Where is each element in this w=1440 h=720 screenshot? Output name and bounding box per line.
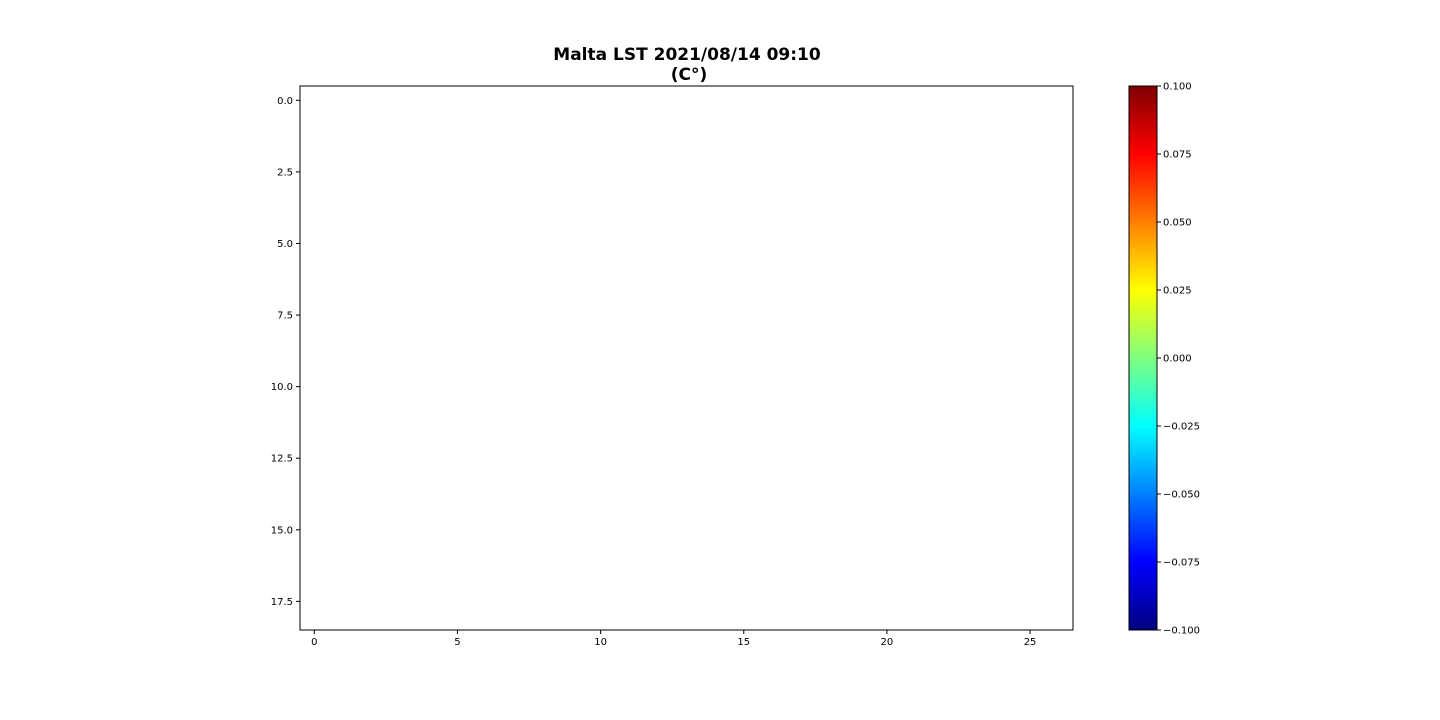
y-tick-label: 10.0: [271, 382, 293, 393]
x-tick-label: 0: [311, 637, 317, 648]
axes-frame: [299, 85, 1074, 631]
colorbar-tick-label: −0.050: [1163, 490, 1200, 501]
colorbar: 0.100 0.075 0.050 0.025 0.000 −0.025 −0.050 −0.…: [1128, 82, 1200, 637]
colorbar-tick-label: −0.075: [1163, 558, 1200, 569]
x-tick-label: 5: [454, 637, 460, 648]
chart-title-line-2: (C°): [671, 65, 708, 85]
y-tick-label: 17.5: [271, 597, 293, 608]
y-tick-label: 12.5: [271, 454, 293, 465]
x-tick-label: 20: [881, 637, 894, 648]
colorbar-tick-label: 0.000: [1163, 354, 1192, 365]
y-tick-label: 15.0: [271, 525, 293, 536]
x-axis: 0 5 10 15 20 25: [311, 630, 1036, 648]
colorbar-tick-label: 0.100: [1163, 82, 1192, 93]
colorbar-tick-label: 0.025: [1163, 286, 1192, 297]
x-tick-label: 15: [737, 637, 750, 648]
y-tick-label: 7.5: [277, 311, 293, 322]
colorbar-tick-label: −0.025: [1163, 422, 1200, 433]
y-axis: 0.0 2.5 5.0 7.5 10.0 12.5 15.0 17.5: [271, 96, 300, 608]
y-tick-label: 2.5: [277, 167, 293, 178]
y-tick-label: 0.0: [277, 96, 293, 107]
plot-area: 0 5 10 15 20 25 0.0 2.5 5.0 7.5 10.0 12.5 15.0 17.5: [271, 85, 1074, 648]
y-tick-label: 5.0: [277, 239, 293, 250]
colorbar-tick-label: 0.075: [1163, 150, 1192, 161]
colorbar-tick-label: −0.100: [1163, 626, 1200, 637]
colorbar-gradient: [1129, 86, 1157, 630]
chart-title-line-1: Malta LST 2021/08/14 09:10: [553, 45, 821, 65]
colorbar-axis: 0.100 0.075 0.050 0.025 0.000 −0.025 −0.050 −0.…: [1157, 82, 1200, 637]
colorbar-tick-label: 0.050: [1163, 218, 1192, 229]
x-tick-label: 25: [1024, 637, 1037, 648]
x-tick-label: 10: [594, 637, 607, 648]
